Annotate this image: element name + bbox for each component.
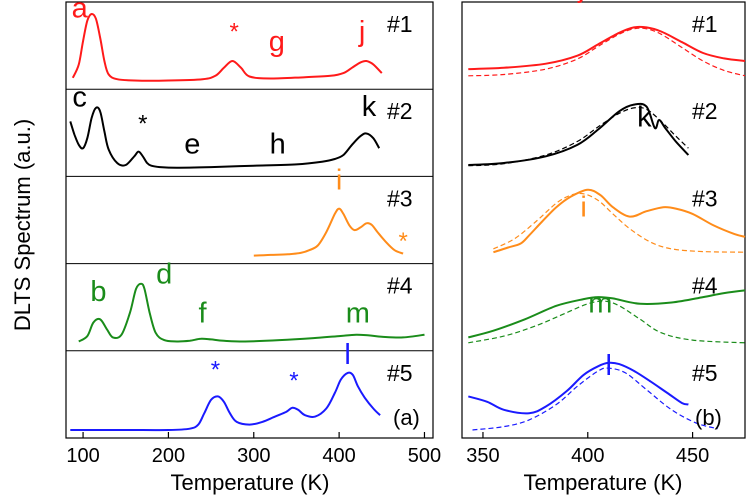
panel-b: 350 400 450 j k i ml #1 #2 #3 #4 #5 (b) Temperatu… bbox=[461, 0, 746, 495]
sample-label: #3 bbox=[387, 185, 413, 211]
sample-label: #5 bbox=[692, 360, 718, 386]
peak-annotation: * bbox=[398, 228, 407, 255]
peak-annotation: * bbox=[229, 19, 238, 46]
x-tick-label: 300 bbox=[237, 445, 270, 467]
peak-annotation: m bbox=[588, 288, 612, 320]
series-line bbox=[253, 207, 404, 257]
sample-label: #1 bbox=[387, 11, 413, 37]
peak-annotation: i bbox=[580, 192, 586, 224]
series-line bbox=[468, 25, 746, 71]
sample-label: #5 bbox=[387, 360, 413, 386]
peak-annotation: e bbox=[184, 129, 200, 161]
peak-annotation: * bbox=[289, 367, 298, 394]
panel-b-frame bbox=[461, 1, 746, 439]
peak-annotation: l bbox=[344, 339, 350, 371]
panel-b-series bbox=[468, 25, 746, 431]
series-line bbox=[468, 102, 690, 166]
x-tick-label: 500 bbox=[408, 445, 441, 467]
peak-annotation: k bbox=[362, 91, 377, 123]
series-line bbox=[468, 361, 689, 415]
peak-annotation: m bbox=[346, 298, 370, 330]
panel-a-sample-labels: #1 #2 #3 #4 #5 bbox=[387, 11, 413, 386]
peak-annotation: b bbox=[90, 276, 106, 308]
panel-b-annotations: j k i ml bbox=[577, 0, 652, 382]
peak-annotation: i bbox=[336, 165, 342, 197]
sample-label: #3 bbox=[692, 185, 718, 211]
panel-b-x-ticks: 350 400 450 bbox=[466, 432, 709, 467]
sample-label: #4 bbox=[692, 273, 718, 299]
x-tick-label: 400 bbox=[322, 445, 355, 467]
sample-label: #2 bbox=[387, 98, 413, 124]
peak-annotation: * bbox=[138, 110, 147, 137]
x-tick-label: 450 bbox=[676, 445, 709, 467]
panel-a-annotations: a * g j c * e h k i * b df m * * l bbox=[72, 0, 408, 394]
series-line bbox=[69, 106, 381, 169]
y-axis-label: DLTS Spectrum (a.u.) bbox=[10, 119, 35, 331]
sample-label: #4 bbox=[387, 273, 413, 299]
x-tick-label: 100 bbox=[66, 445, 99, 467]
series-line bbox=[70, 371, 381, 432]
x-tick-label: 350 bbox=[466, 445, 499, 467]
peak-annotation: h bbox=[270, 129, 286, 161]
peak-annotation: l bbox=[606, 350, 612, 382]
series-line bbox=[78, 282, 425, 343]
peak-annotation: d bbox=[156, 259, 172, 291]
peak-annotation: j bbox=[577, 0, 584, 4]
series-line bbox=[472, 367, 718, 431]
peak-annotation: a bbox=[72, 0, 89, 24]
panel-a-frame bbox=[65, 1, 434, 439]
series-line bbox=[71, 12, 383, 82]
panel-a-tag: (a) bbox=[393, 405, 420, 430]
peak-annotation: * bbox=[211, 357, 220, 384]
series-line bbox=[493, 188, 746, 254]
panel-b-sample-labels: #1 #2 #3 #4 #5 bbox=[692, 11, 718, 386]
sample-label: #2 bbox=[692, 98, 718, 124]
x-tick-label: 400 bbox=[571, 445, 604, 467]
peak-annotation: k bbox=[637, 102, 652, 134]
sample-label: #1 bbox=[692, 11, 718, 37]
series-line bbox=[468, 300, 746, 344]
panel-a-series bbox=[69, 12, 425, 432]
panel-b-tag: (b) bbox=[695, 405, 722, 430]
panel-a-x-ticks: 100 200 300 400 500 bbox=[66, 432, 441, 467]
panel-b-x-axis-label: Temperature (K) bbox=[524, 470, 683, 495]
peak-annotation: g bbox=[269, 26, 285, 58]
series-line bbox=[493, 192, 746, 253]
peak-annotation: c bbox=[72, 82, 87, 114]
series-line bbox=[468, 106, 689, 167]
panel-a: 100 200 300 400 500 a* g jc*e hki*bdf m* *l #1#2#… bbox=[65, 0, 441, 495]
x-tick-label: 200 bbox=[152, 445, 185, 467]
panel-a-row-dividers bbox=[66, 88, 433, 352]
panel-a-x-axis-label: Temperature (K) bbox=[171, 470, 330, 495]
peak-annotation: f bbox=[199, 298, 208, 330]
peak-annotation: j bbox=[358, 16, 365, 48]
series-line bbox=[468, 289, 746, 339]
